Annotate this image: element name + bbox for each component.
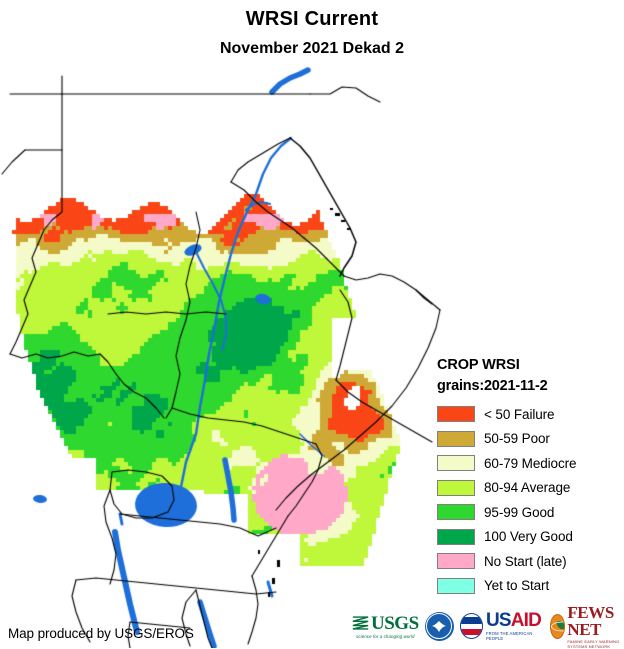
page-title: WRSI Current <box>245 8 379 30</box>
usgs-wordmark: USGS <box>371 612 419 634</box>
legend-label: 100 Very Good <box>484 529 573 544</box>
legend-row: 95-99 Good <box>437 501 622 523</box>
legend-row: < 50 Failure <box>437 403 622 425</box>
usaid-logo: USAID FROM THE AMERICAN PEOPLE <box>459 609 544 643</box>
usaid-wordmark: USAID <box>485 609 542 631</box>
legend-swatch <box>437 406 475 422</box>
noaa-ring <box>426 613 453 639</box>
usgs-logo: USGS science for a changing world <box>352 609 419 643</box>
legend-row: 50-59 Poor <box>437 428 622 450</box>
fews-globe-icon <box>549 613 566 639</box>
legend-swatch <box>437 479 475 496</box>
legend-label: 95-99 Good <box>484 504 555 520</box>
legend-label: 80-94 Average <box>484 480 571 495</box>
fews-net-logo: FEWS NET FAMINE EARLY WARNING SYSTEMS NE… <box>549 604 624 649</box>
legend-heading: CROP WRSI <box>437 357 520 373</box>
legend-swatch <box>437 577 475 594</box>
legend-row: 80-94 Average <box>437 477 622 499</box>
legend-label: Yet to Start <box>484 578 550 593</box>
legend-swatch <box>437 528 475 545</box>
noaa-logo <box>424 609 454 643</box>
page-subtitle: November 2021 Dekad 2 <box>219 40 405 57</box>
legend-swatch <box>437 553 475 569</box>
fews-tagline: FAMINE EARLY WARNING SYSTEMS NETWORK <box>567 638 620 649</box>
fews-wordmark: FEWS NET <box>567 602 614 639</box>
wrsi-map-canvas <box>0 62 624 648</box>
map-legend: CROP WRSI grains:2021-11-2 < 50 Failure 5… <box>437 356 622 599</box>
legend-row: 100 Very Good <box>437 526 622 548</box>
usaid-tagline: FROM THE AMERICAN PEOPLE <box>485 630 533 641</box>
legend-row: Yet to Start <box>437 575 622 597</box>
legend-row: 60-79 Mediocre <box>437 452 622 474</box>
noaa-seagull-icon <box>432 620 447 632</box>
usgs-wave-icon <box>352 616 369 630</box>
legend-label: 60-79 Mediocre <box>484 455 577 471</box>
legend-swatch <box>437 430 475 447</box>
legend-label: No Start (late) <box>484 553 567 569</box>
title-block: WRSI Current November 2021 Dekad 2 <box>0 0 624 58</box>
legend-swatch <box>437 504 475 520</box>
legend-row: No Start (late) <box>437 550 622 572</box>
legend-subheading: grains:2021-11-2 <box>437 378 548 394</box>
legend-label: < 50 Failure <box>484 406 555 422</box>
legend-label: 50-59 Poor <box>484 431 550 446</box>
logo-strip: USGS science for a changing world USAID … <box>352 604 624 649</box>
map-stage <box>0 62 624 648</box>
usgs-tagline: science for a changing world <box>356 633 415 639</box>
usaid-seal-icon <box>459 613 483 639</box>
legend-swatch <box>437 455 475 471</box>
map-credit: Map produced by USGS/EROS <box>8 626 194 641</box>
legend-items: < 50 Failure 50-59 Poor 60-79 Mediocre 80-9… <box>437 403 622 597</box>
